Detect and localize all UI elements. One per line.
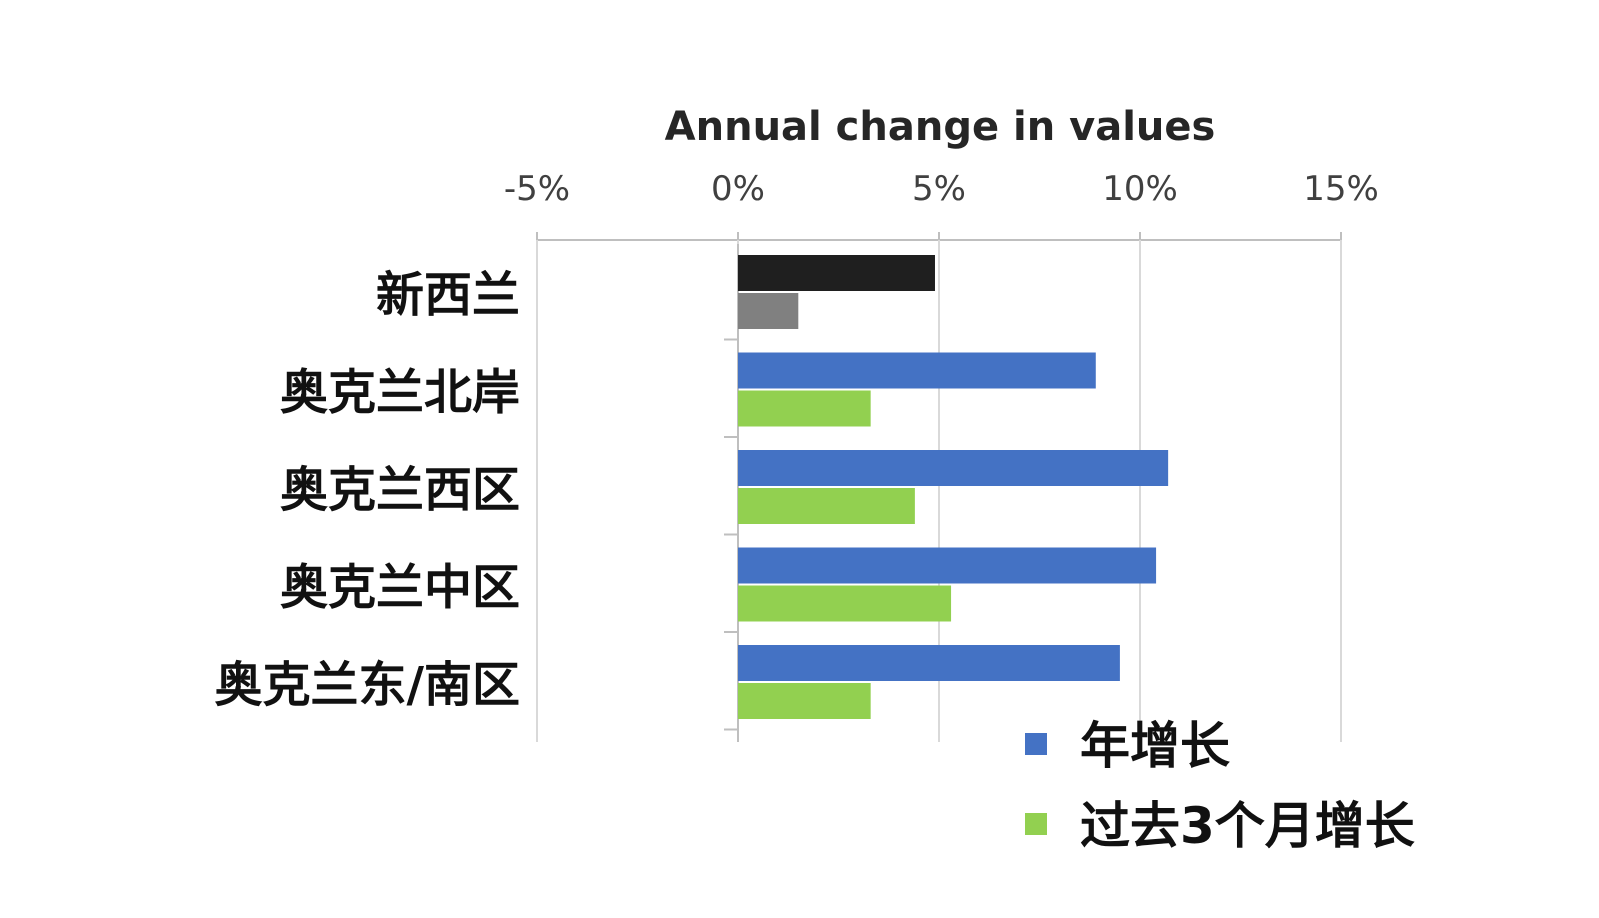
bar-three-month-3 [738,585,952,622]
category-label: 奥克兰中区 [280,560,520,616]
tick-label: 0% [711,169,765,209]
bar-annual-3 [738,547,1157,584]
legend-swatch [1025,813,1047,835]
category-label: 奥克兰东/南区 [214,657,520,713]
tick-label: 15% [1303,169,1379,209]
bar-three-month-0 [738,293,799,329]
x-axis-ticks: -5% 0% 5% 10% 15% [504,169,1379,209]
tick-label: 5% [912,169,966,209]
bar-three-month-1 [738,390,871,427]
chart-title: Annual change in values [665,104,1216,150]
bar-annual-0 [738,255,935,291]
bar-annual-4 [738,645,1120,681]
bar-three-month-2 [738,488,915,524]
category-label: 新西兰 [376,267,520,323]
bar-three-month-4 [738,683,871,719]
bar-annual-2 [738,450,1169,486]
bar-annual-1 [738,352,1096,389]
category-label: 奥克兰北岸 [280,365,520,421]
bars [738,255,1169,719]
tick-label: -5% [504,169,570,209]
legend-label: 过去3个月增长 [1080,797,1415,855]
legend-swatch [1025,733,1047,755]
tick-label: 10% [1102,169,1178,209]
legend-label: 年增长 [1080,717,1230,775]
category-label: 奥克兰西区 [280,462,520,518]
